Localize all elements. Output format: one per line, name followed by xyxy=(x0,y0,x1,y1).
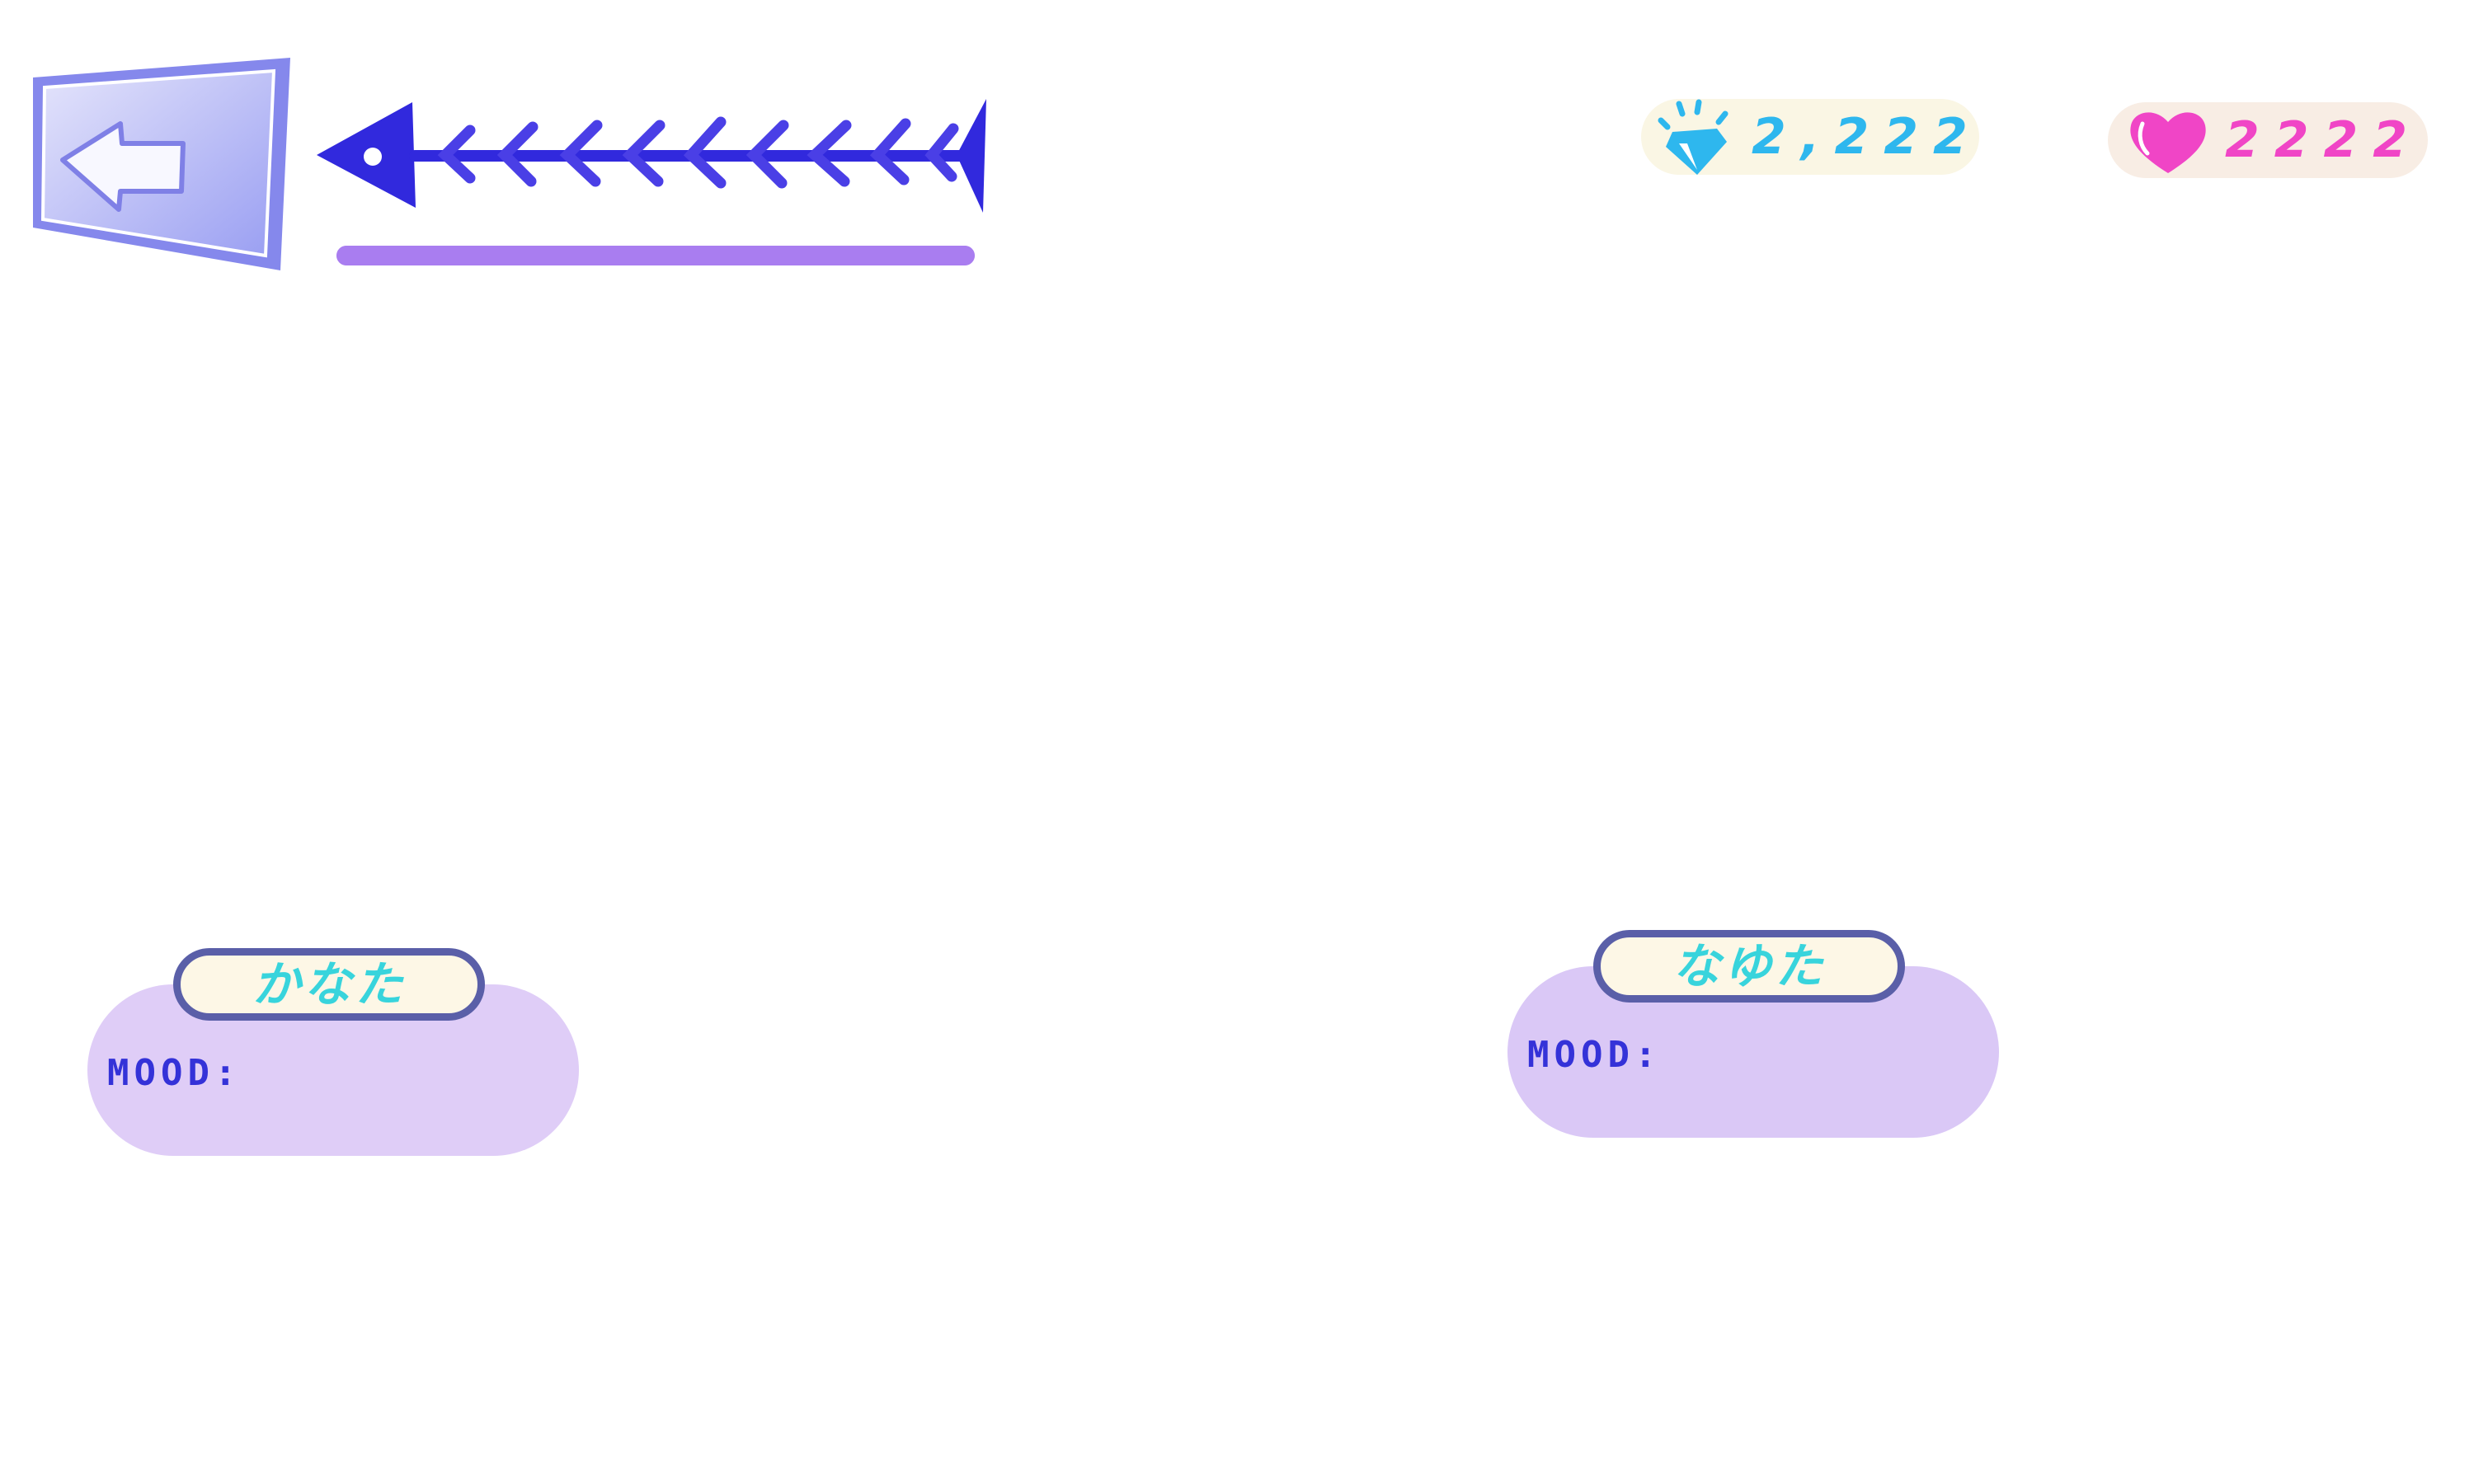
diamond-icon xyxy=(1658,99,1729,175)
mood-label: MOOD: xyxy=(107,1052,242,1094)
back-arrow-icon xyxy=(33,58,290,270)
progress-fill xyxy=(336,246,975,265)
character-name-tag[interactable]: なゆた xyxy=(1593,930,1905,1003)
hearts-counter: 2222 xyxy=(2108,102,2428,178)
character-name-tag[interactable]: かなた xyxy=(173,948,485,1021)
gems-value: 2,222 xyxy=(1752,108,1982,166)
back-button[interactable] xyxy=(30,54,294,274)
mood-label: MOOD: xyxy=(1527,1034,1662,1076)
heart-icon xyxy=(2130,112,2206,173)
progress-bar xyxy=(336,246,975,265)
character-name: なゆた xyxy=(1672,938,1826,994)
hearts-value: 2222 xyxy=(2225,111,2422,169)
fishbone-arrow-icon xyxy=(317,99,986,213)
character-card[interactable]: かなた MOOD: xyxy=(87,948,582,1162)
character-card[interactable]: なゆた MOOD: xyxy=(1507,930,2002,1144)
gems-counter: 2,222 xyxy=(1641,99,1979,175)
character-name: かなた xyxy=(252,956,406,1012)
fishbone-progress xyxy=(313,92,990,216)
